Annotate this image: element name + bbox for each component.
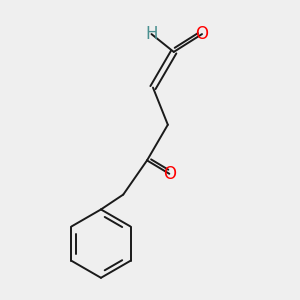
Text: O: O [163,165,176,183]
Text: H: H [145,25,158,43]
Text: O: O [196,25,208,43]
